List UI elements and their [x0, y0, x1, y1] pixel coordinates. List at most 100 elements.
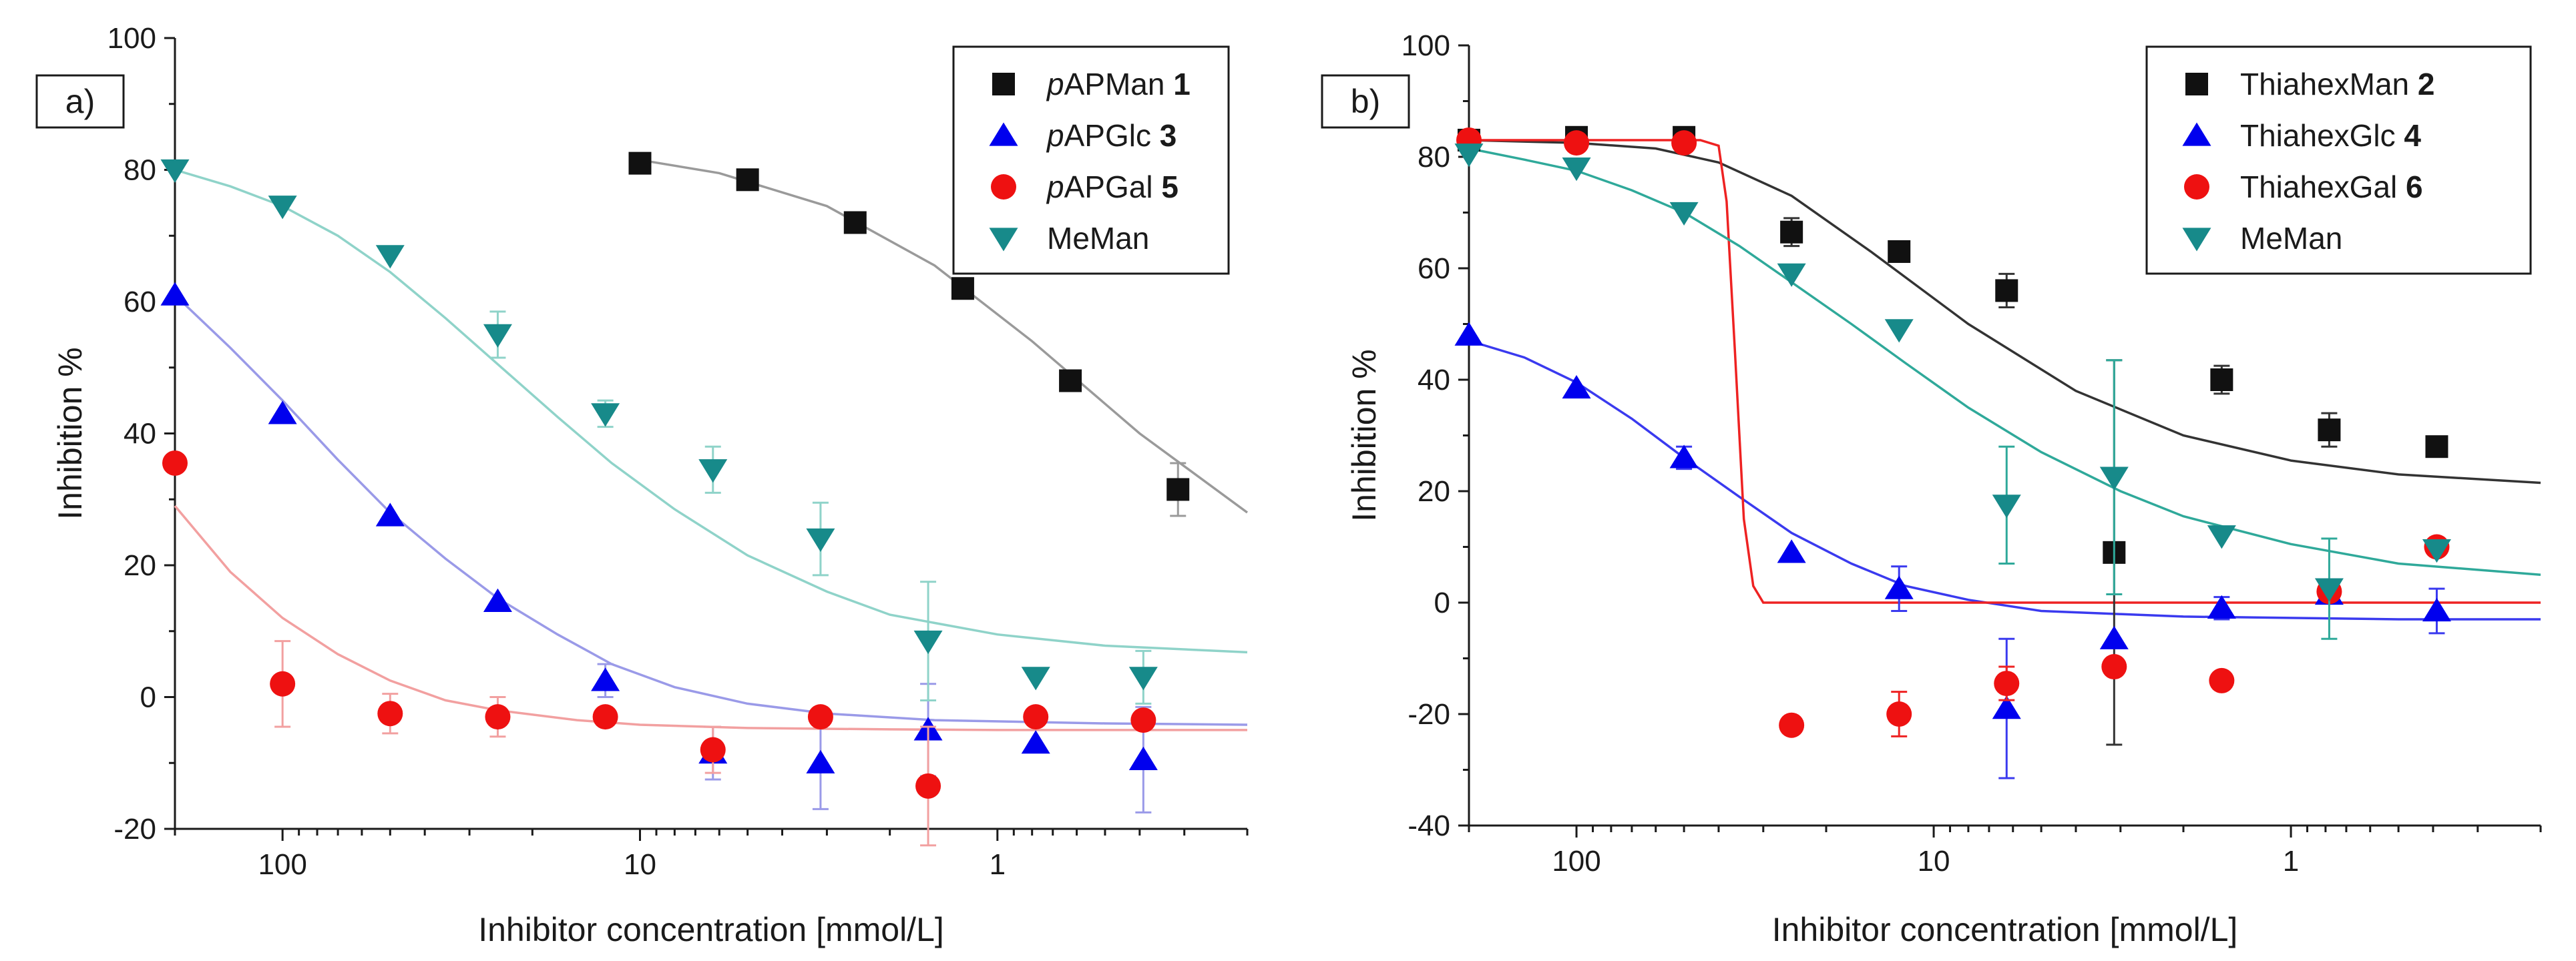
data-point [698, 459, 728, 483]
data-point [1021, 730, 1050, 754]
legend-entry-number: 1 [1164, 67, 1190, 101]
legend-entry: MeMan [1047, 221, 1149, 256]
y-tick-label: 80 [1418, 141, 1450, 174]
data-point [807, 704, 833, 730]
x-axis-title: Inhibitor concentration [mmol/L] [478, 911, 944, 948]
legend-entry-number: 2 [2409, 67, 2434, 101]
y-tick-label: 0 [140, 681, 156, 714]
data-point [591, 403, 620, 427]
data-point [1777, 539, 1806, 563]
data-point [1992, 695, 2021, 719]
legend-entry: ThiahexGlc 4 [2240, 118, 2421, 153]
data-point [592, 704, 618, 730]
chart-panel-0: -20 0 20 40 60 80 100 100 10 1 Inhibitor concentra… [35, 22, 1249, 948]
fit-curve-3 [174, 168, 1248, 654]
data-point [806, 749, 835, 773]
legend: ThiahexMan 2 ThiahexGlc 4 ThiahexGal 6 MeMa… [2145, 45, 2532, 275]
data-point [2101, 654, 2127, 680]
data-point [375, 245, 405, 269]
y-tick-label: 40 [1418, 364, 1450, 396]
y-tick-label: -20 [114, 813, 156, 846]
legend-entry-number: 4 [2396, 118, 2422, 153]
data-point [1992, 495, 2021, 519]
y-tick-label: 100 [1402, 29, 1450, 62]
legend-entry: ThiahexMan 2 [2240, 67, 2435, 101]
data-point [2209, 667, 2235, 693]
y-tick-label: 20 [124, 549, 156, 582]
data-point [2318, 418, 2341, 442]
data-point [1562, 374, 1591, 399]
legend-entry: ThiahexGal 6 [2240, 170, 2423, 204]
y-tick-label: 60 [124, 286, 156, 318]
fit-curve-1 [1468, 339, 2541, 621]
data-point [1669, 444, 1699, 468]
data-point [1562, 157, 1591, 182]
data-point [591, 667, 620, 691]
data-point [2210, 368, 2233, 391]
series-2 [162, 450, 1156, 847]
fit-curve-0 [640, 158, 1249, 514]
legend-marker [2184, 174, 2209, 200]
data-point [375, 503, 405, 527]
data-point [1023, 704, 1049, 730]
x-tick-label: 1 [990, 848, 1006, 881]
series-3 [1454, 143, 2451, 640]
legend-box [2145, 45, 2532, 275]
legend-entry-main: APGlc [1064, 118, 1151, 153]
data-point [270, 671, 296, 697]
data-point [483, 324, 512, 348]
series-3 [160, 159, 1158, 705]
legend-entry-main: ThiahexGlc [2240, 118, 2396, 153]
y-axis-title: Inhibition % [1345, 349, 1383, 522]
data-point [700, 737, 726, 763]
legend-entry-main: ThiahexGal [2240, 170, 2397, 204]
legend-entry-main: APGal [1064, 170, 1153, 204]
data-point [2099, 625, 2129, 649]
data-point [1995, 279, 2018, 302]
x-tick-label: 100 [258, 848, 306, 881]
data-point [160, 159, 190, 184]
legend-entry-number: 5 [1153, 170, 1178, 204]
y-tick-label: -20 [1408, 698, 1450, 731]
data-point [485, 704, 511, 730]
legend-marker [991, 174, 1016, 200]
data-point [1564, 130, 1590, 156]
data-point [268, 400, 297, 424]
panel-label: a) [65, 83, 95, 120]
data-point [1884, 575, 1914, 599]
x-axis-title: Inhibitor concentration [mmol/L] [1772, 911, 2238, 948]
y-tick-label: 40 [124, 418, 156, 450]
x-tick-label: 100 [1552, 845, 1600, 878]
data-point [1777, 263, 1806, 287]
series-1 [1454, 322, 2451, 779]
data-point [628, 151, 652, 175]
y-tick-label: 80 [124, 154, 156, 187]
fit-curve-0 [1468, 139, 2541, 485]
data-point [1454, 143, 1484, 168]
legend-entry-main: MeMan [1047, 221, 1149, 256]
panel-label: b) [1351, 83, 1380, 120]
series-0 [628, 151, 1190, 517]
fit-curve-2 [1469, 139, 2541, 604]
x-tick-label: 10 [1918, 845, 1950, 878]
data-point [1669, 202, 1699, 226]
legend-entry-number: 6 [2397, 170, 2422, 204]
y-tick-label: 20 [1418, 475, 1450, 508]
panel-label-box [35, 74, 125, 129]
chart-panel-1: -40 -20 0 20 40 60 80 100 100 10 1 Inhibitor concen… [1321, 29, 2542, 948]
data-point [915, 773, 941, 799]
data-point [1780, 220, 1803, 244]
legend-entry-prefix: p [1046, 118, 1064, 153]
data-point [806, 528, 835, 553]
data-point [2422, 597, 2451, 622]
data-point [2314, 578, 2344, 602]
data-point [2099, 466, 2129, 491]
legend-entry: pAPMan 1 [1046, 67, 1191, 101]
legend-marker [2182, 122, 2211, 146]
fit-curve-1 [174, 294, 1248, 726]
legend-marker [2185, 73, 2208, 95]
data-point [160, 282, 190, 306]
legend-entry-main: APMan [1064, 67, 1165, 101]
